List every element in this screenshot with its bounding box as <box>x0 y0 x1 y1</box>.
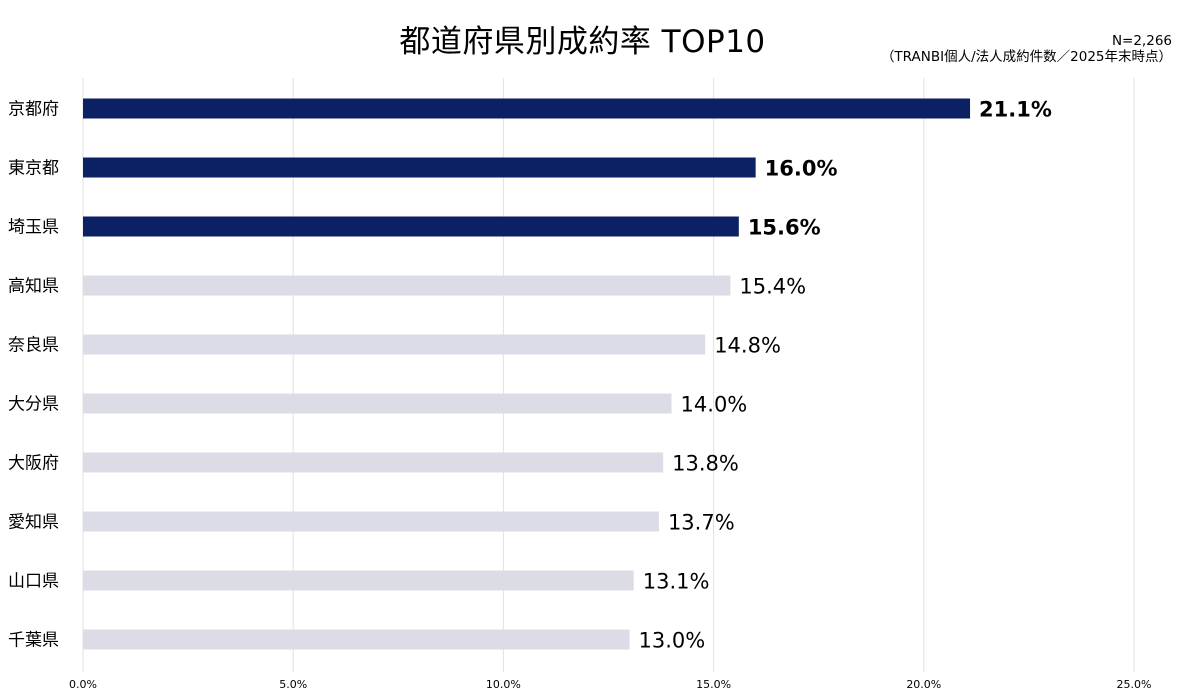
category-label: 奈良県 <box>8 336 59 356</box>
category-label: 大分県 <box>8 395 59 415</box>
bars <box>83 98 971 650</box>
x-tick-label: 10.0% <box>486 678 521 691</box>
category-label: 埼玉県 <box>8 218 59 238</box>
value-label: 13.1% <box>643 570 710 594</box>
labels: 0.0% 5.0% 10.0% 15.0% 20.0% 25.0% 京都府 21.1% 東京都 1… <box>8 98 1151 692</box>
x-tick-label: 20.0% <box>906 678 941 691</box>
source-note: （TRANBI個人/法人成約件数／2025年末時点） <box>880 49 1172 65</box>
chart-title: 都道府県別成約率 TOP10 <box>399 24 766 60</box>
value-label: 13.0% <box>639 629 706 653</box>
bar <box>83 629 630 650</box>
category-label: 山口県 <box>8 572 59 592</box>
value-label: 16.0% <box>765 157 838 181</box>
value-label: 14.0% <box>681 393 748 417</box>
sample-size-note: N=2,266 <box>1111 33 1172 49</box>
value-label: 21.1% <box>979 98 1052 122</box>
bar <box>83 157 756 178</box>
x-tick-label: 0.0% <box>69 678 97 691</box>
x-tick-label: 25.0% <box>1117 678 1152 691</box>
category-label: 千葉県 <box>8 631 59 651</box>
bar <box>83 216 739 237</box>
chart-note: N=2,266 （TRANBI個人/法人成約件数／2025年末時点） <box>881 33 1172 65</box>
bar <box>83 570 634 591</box>
bar <box>83 334 706 355</box>
bar <box>83 98 971 119</box>
category-label: 大阪府 <box>8 454 59 474</box>
value-label: 15.4% <box>739 275 806 299</box>
category-label: 高知県 <box>8 277 59 297</box>
x-tick-label: 5.0% <box>279 678 307 691</box>
category-label: 東京都 <box>8 159 59 179</box>
bar <box>83 452 664 473</box>
bar <box>83 393 672 414</box>
value-label: 14.8% <box>714 334 781 358</box>
category-label: 愛知県 <box>8 513 59 533</box>
bar <box>83 511 659 532</box>
x-tick-label: 15.0% <box>696 678 731 691</box>
value-label: 15.6% <box>748 216 821 240</box>
category-label: 京都府 <box>8 100 59 120</box>
value-label: 13.8% <box>672 452 739 476</box>
bar <box>83 275 731 296</box>
value-label: 13.7% <box>668 511 735 535</box>
